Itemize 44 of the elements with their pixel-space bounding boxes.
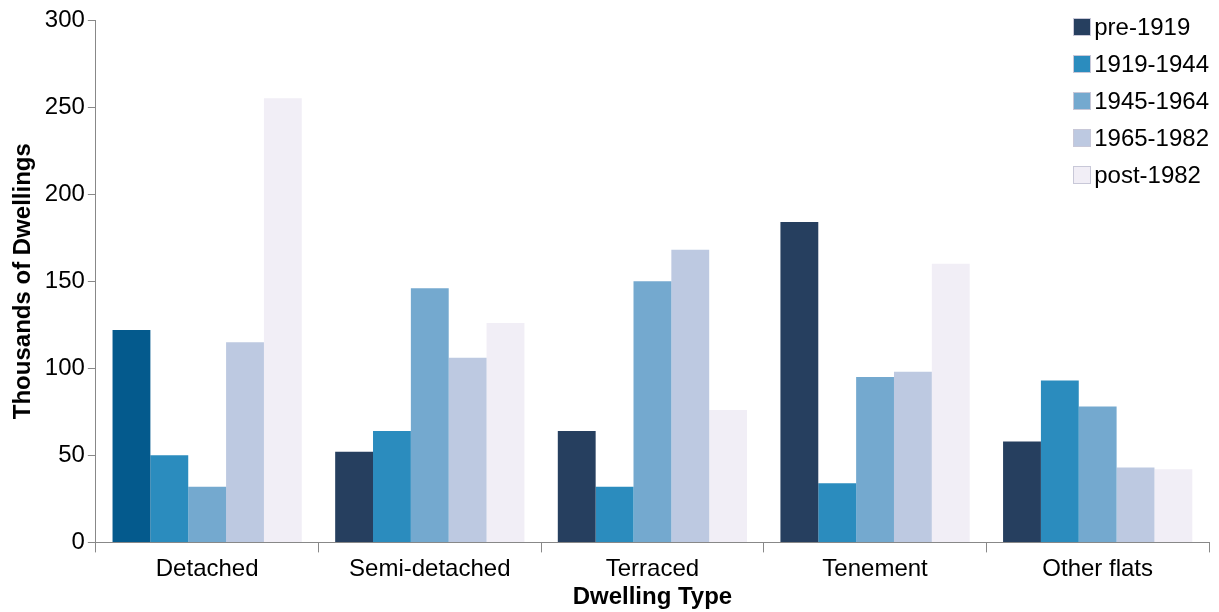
bar [931,263,970,542]
x-axis-title: Dwelling Type [572,582,733,610]
y-tick-label: 250 [44,91,85,119]
legend-label: 1919-1944 [1094,49,1209,78]
bar [1116,467,1155,542]
bar [780,222,819,542]
bar [112,329,151,542]
x-tick-label: Other flats [1042,554,1154,582]
bar [709,410,748,542]
x-tick-label: Terraced [605,554,700,582]
bar [263,98,302,542]
bar [410,288,449,542]
x-tick-label: Detached [155,554,259,582]
y-tick-label: 300 [44,4,85,32]
x-tick-label: Semi-detached [349,554,511,582]
bar [557,430,596,542]
bar [671,249,710,542]
bar [1040,380,1079,542]
y-tick-label: 50 [58,439,85,467]
y-tick-label: 150 [44,265,85,293]
bar [893,371,932,542]
legend-label: 1945-1964 [1094,86,1209,115]
bar [486,322,525,542]
y-tick-label: 200 [44,178,85,206]
bar [856,376,894,542]
x-tick-label: Tenement [822,554,929,582]
y-axis-title: Thousands of Dwellings [8,143,36,420]
bar [335,451,374,542]
y-tick-label: 100 [44,352,85,380]
bar [373,430,411,542]
bar [226,342,264,542]
bar [595,486,634,542]
legend-label: pre-1919 [1094,12,1191,41]
bar [448,357,487,542]
bar [150,455,189,542]
legend-label: 1965-1982 [1094,123,1209,152]
bar [1154,469,1193,542]
bar [1078,406,1117,542]
legend-label: post-1982 [1094,160,1201,189]
bar [633,281,672,542]
y-tick-label: 0 [71,527,85,555]
bar [818,483,857,542]
bar [1003,441,1041,542]
bar [188,486,227,542]
